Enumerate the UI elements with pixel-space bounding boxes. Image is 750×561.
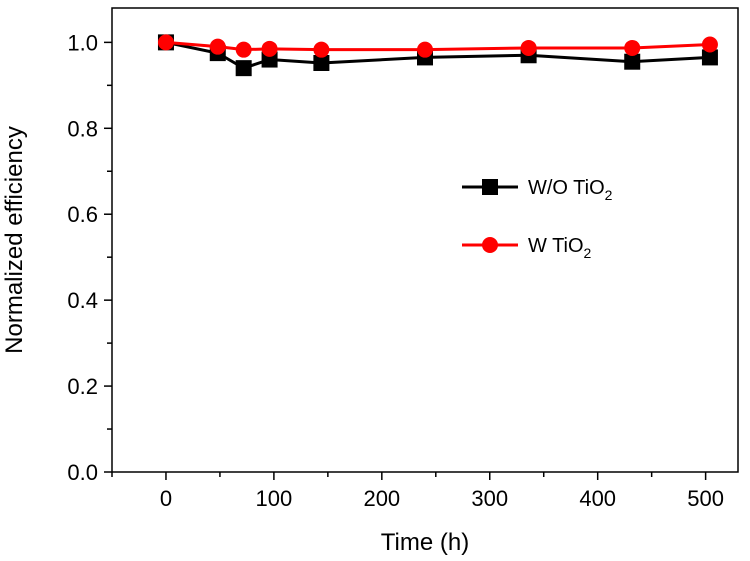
legend-label: W/O TiO2: [528, 177, 613, 203]
data-point: [624, 39, 641, 56]
data-point: [624, 53, 641, 70]
x-axis-ticks: 0 100 200 300 400 500: [111, 472, 724, 511]
legend-entry: W TiO2: [462, 235, 592, 261]
x-tick-label: 400: [579, 486, 616, 511]
y-tick-label: 0.4: [67, 288, 98, 313]
x-tick-label: 300: [471, 486, 508, 511]
legend-label-subscript: 2: [605, 187, 613, 203]
data-point: [261, 40, 278, 57]
data-point: [417, 41, 433, 58]
y-tick-label: 1.0: [67, 30, 98, 55]
data-point: [701, 36, 718, 53]
x-tick-label: 200: [363, 486, 400, 511]
legend-label-subscript: 2: [584, 245, 592, 261]
y-tick-label: 0.2: [67, 374, 98, 399]
series-group: [157, 34, 718, 77]
x-tick-label: 0: [160, 486, 172, 511]
y-tick-label: 0.0: [67, 460, 98, 485]
y-tick-label: 0.6: [67, 202, 98, 227]
data-point: [209, 38, 226, 55]
x-tick-label: 100: [256, 486, 293, 511]
y-axis-ticks: 0.0 0.2 0.4 0.6 0.8 1.0: [67, 30, 112, 485]
legend-label-main: W/O TiO: [528, 177, 605, 199]
data-point: [235, 60, 252, 77]
data-point: [313, 41, 330, 58]
y-tick-label: 0.8: [67, 116, 98, 141]
x-tick-label: 500: [687, 486, 724, 511]
data-point: [520, 39, 537, 56]
legend-marker: [482, 179, 498, 195]
data-point: [157, 34, 174, 51]
data-point: [701, 49, 718, 66]
legend-entry: W/O TiO2: [462, 177, 613, 203]
plot-frame: [111, 7, 739, 473]
legend-marker: [482, 237, 498, 253]
x-axis-title: Time (h): [381, 529, 469, 556]
legend-label: W TiO2: [528, 235, 592, 261]
plot-frame-group: [111, 7, 739, 473]
legend-label-main: W TiO: [528, 235, 584, 257]
series-with-tio2: [157, 34, 718, 58]
y-axis-title: Normalized efficiency: [1, 126, 28, 354]
data-point: [313, 54, 330, 71]
data-point: [235, 41, 252, 58]
